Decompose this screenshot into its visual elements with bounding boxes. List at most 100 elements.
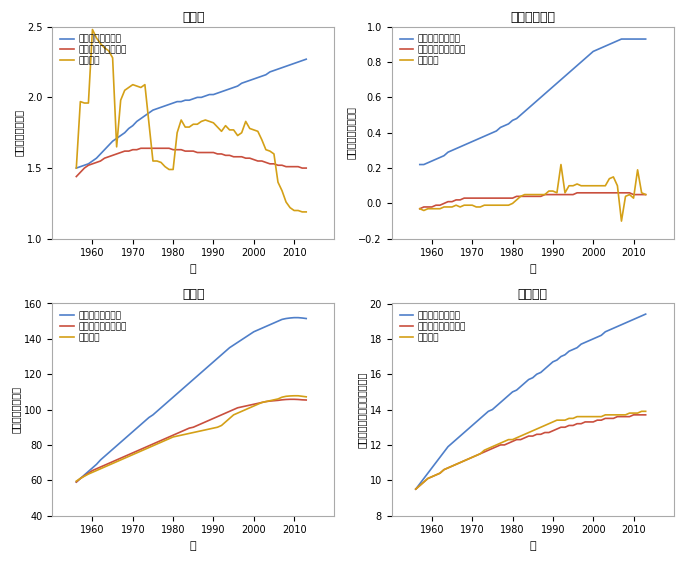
モデルによる予測値 bbox=[229, 153, 238, 160]
実際の値 bbox=[412, 486, 420, 492]
モデルによる予測値 bbox=[577, 189, 585, 196]
反実仮想分析の値 bbox=[617, 35, 625, 42]
モデルによる予測値 bbox=[512, 193, 521, 200]
反実仮想分析の値 bbox=[569, 66, 577, 72]
モデルによる予測値 bbox=[573, 189, 581, 196]
実際の値 bbox=[606, 411, 614, 418]
モデルによる予測値 bbox=[642, 411, 650, 418]
モデルによる予測値 bbox=[129, 450, 137, 456]
実際の値 bbox=[565, 415, 573, 422]
実際の値 bbox=[573, 180, 581, 187]
実際の値 bbox=[290, 392, 298, 399]
反実仮想分析の値 bbox=[468, 422, 476, 429]
反実仮想分析の値 bbox=[606, 327, 614, 333]
反実仮想分析の値 bbox=[242, 79, 250, 85]
実際の値 bbox=[642, 191, 650, 198]
モデルによる予測値 bbox=[634, 411, 642, 418]
実際の値 bbox=[424, 205, 432, 212]
実際の値 bbox=[577, 183, 585, 189]
モデルによる予測値 bbox=[416, 205, 424, 212]
モデルによる予測値 bbox=[581, 419, 589, 425]
Line: 実際の値: 実際の値 bbox=[416, 411, 646, 489]
モデルによる予測値 bbox=[642, 191, 650, 198]
Line: モデルによる予測値: モデルによる予測値 bbox=[76, 148, 306, 176]
Title: 純人口流入数: 純人口流入数 bbox=[510, 11, 556, 24]
実際の値 bbox=[125, 453, 133, 460]
反実仮想分析の値 bbox=[266, 69, 274, 75]
反実仮想分析の値 bbox=[72, 479, 80, 486]
モデルによる予測値 bbox=[294, 164, 302, 170]
実際の値 bbox=[302, 209, 310, 215]
実際の値 bbox=[416, 205, 424, 212]
実際の値 bbox=[72, 478, 80, 484]
モデルによる予測値 bbox=[270, 161, 278, 167]
反実仮想分析の値 bbox=[225, 345, 234, 351]
Line: モデルによる予測値: モデルによる予測値 bbox=[416, 415, 646, 489]
X-axis label: 年: 年 bbox=[190, 541, 197, 551]
Title: 市場規模: 市場規模 bbox=[518, 288, 548, 301]
反実仮想分析の値 bbox=[634, 314, 642, 321]
実際の値 bbox=[512, 197, 521, 203]
実際の値 bbox=[617, 217, 625, 224]
Line: 実際の値: 実際の値 bbox=[76, 396, 306, 481]
モデルによる予測値 bbox=[266, 398, 274, 405]
Title: 出生数: 出生数 bbox=[182, 11, 205, 24]
Line: モデルによる予測値: モデルによる予測値 bbox=[76, 400, 306, 482]
モデルによる予測値 bbox=[569, 191, 577, 198]
実際の値 bbox=[242, 406, 250, 413]
実際の値 bbox=[129, 451, 137, 458]
モデルによる予測値 bbox=[125, 148, 133, 155]
実際の値 bbox=[464, 456, 472, 463]
反実仮想分析の値 bbox=[512, 115, 521, 122]
実際の値 bbox=[476, 203, 484, 210]
モデルによる予測値 bbox=[72, 173, 80, 180]
モデルによる予測値 bbox=[464, 456, 472, 463]
モデルによる予測値 bbox=[630, 411, 638, 418]
実際の値 bbox=[557, 161, 565, 168]
モデルによる予測値 bbox=[225, 408, 234, 415]
モデルによる予測値 bbox=[302, 397, 310, 404]
Y-axis label: 純流入数（百万人）: 純流入数（百万人） bbox=[345, 106, 356, 159]
Legend: 反実仮想分析の値, モデルによる予測値, 実際の値: 反実仮想分析の値, モデルによる予測値, 実際の値 bbox=[396, 31, 470, 69]
モデルによる予測値 bbox=[294, 396, 302, 403]
Line: 反実仮想分析の値: 反実仮想分析の値 bbox=[76, 59, 306, 168]
反実仮想分析の値 bbox=[225, 85, 234, 92]
実際の値 bbox=[229, 126, 238, 133]
反実仮想分析の値 bbox=[464, 425, 472, 432]
X-axis label: 年: 年 bbox=[530, 264, 536, 274]
実際の値 bbox=[72, 165, 80, 171]
反実仮想分析の値 bbox=[565, 348, 573, 355]
モデルによる予測値 bbox=[606, 415, 614, 422]
反実仮想分析の値 bbox=[125, 125, 133, 132]
X-axis label: 年: 年 bbox=[530, 541, 536, 551]
モデルによる予測値 bbox=[246, 155, 254, 161]
モデルによる予測値 bbox=[565, 422, 573, 429]
実際の値 bbox=[290, 207, 298, 214]
モデルによる予測値 bbox=[468, 454, 476, 461]
モデルによる予測値 bbox=[125, 451, 133, 458]
反実仮想分析の値 bbox=[302, 315, 310, 322]
反実仮想分析の値 bbox=[573, 62, 581, 69]
実際の値 bbox=[246, 125, 254, 132]
実際の値 bbox=[225, 415, 234, 422]
Y-axis label: 市場規模（十億円・対数値）: 市場規模（十億円・対数値） bbox=[357, 371, 366, 448]
モデルによる予測値 bbox=[72, 479, 80, 486]
反実仮想分析の値 bbox=[642, 35, 650, 42]
反実仮想分析の値 bbox=[416, 161, 424, 168]
実際の値 bbox=[638, 408, 646, 415]
モデルによる予測値 bbox=[424, 203, 432, 210]
実際の値 bbox=[642, 408, 650, 415]
モデルによる予測値 bbox=[412, 486, 420, 492]
反実仮想分析の値 bbox=[266, 321, 274, 328]
Y-axis label: 総人口（百万人）: 総人口（百万人） bbox=[11, 386, 21, 433]
反実仮想分析の値 bbox=[72, 165, 80, 171]
実際の値 bbox=[630, 410, 638, 416]
実際の値 bbox=[298, 209, 306, 215]
反実仮想分析の値 bbox=[642, 311, 650, 318]
モデルによる予測値 bbox=[476, 195, 484, 202]
反実仮想分析の値 bbox=[424, 160, 432, 166]
実際の値 bbox=[133, 83, 141, 89]
反実仮想分析の値 bbox=[294, 314, 302, 321]
実際の値 bbox=[266, 397, 274, 404]
反実仮想分析の値 bbox=[129, 123, 137, 129]
